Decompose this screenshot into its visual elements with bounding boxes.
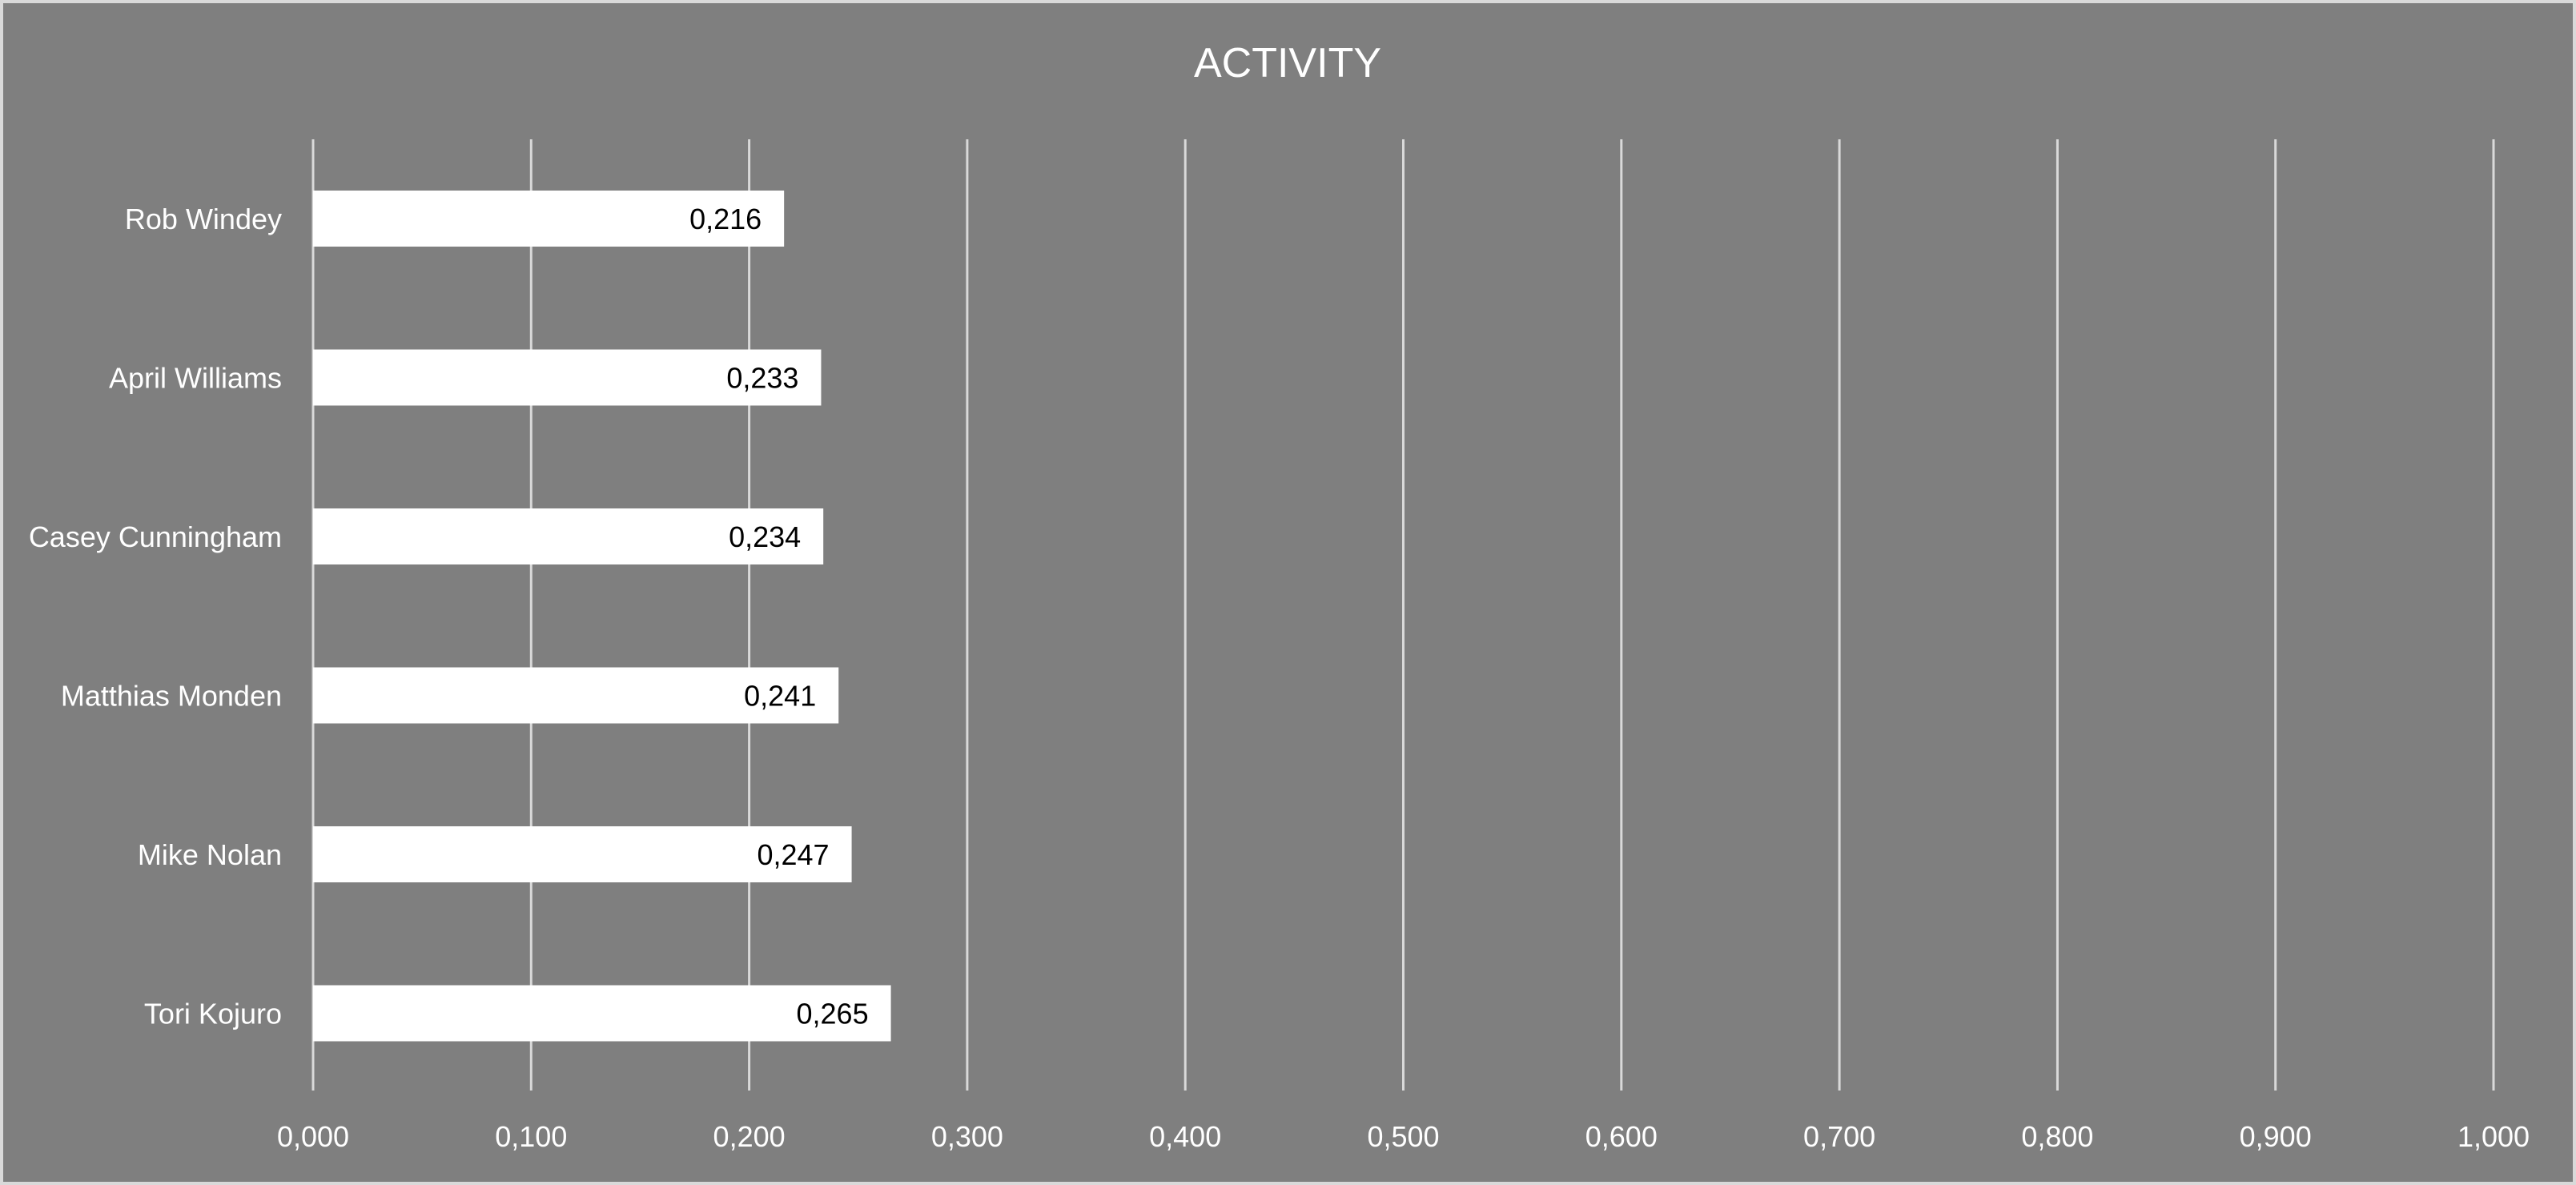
bar xyxy=(313,985,891,1042)
x-tick-label: 0,300 xyxy=(931,1120,1003,1153)
bar xyxy=(313,349,822,406)
data-label: 0,234 xyxy=(729,520,801,553)
bar xyxy=(313,826,852,882)
category-label: April Williams xyxy=(109,362,282,395)
x-tick-label: 0,200 xyxy=(713,1120,786,1153)
category-label: Matthias Monden xyxy=(61,680,282,713)
bar xyxy=(313,508,824,564)
x-tick-labels: 0,000 0,100 0,200 0,300 0,400 0,500 0,600 0,700… xyxy=(277,1120,2530,1153)
category-label: Rob Windey xyxy=(125,203,282,235)
category-label: Mike Nolan xyxy=(138,838,282,871)
bar xyxy=(313,667,839,724)
chart-title: ACTIVITY xyxy=(1194,40,1381,86)
data-label: 0,216 xyxy=(689,203,762,235)
x-tick-label: 0,600 xyxy=(1585,1120,1658,1153)
x-tick-label: 0,800 xyxy=(2021,1120,2093,1153)
category-label: Casey Cunningham xyxy=(29,520,282,553)
category-labels: Rob Windey April Williams Casey Cunningham… xyxy=(29,203,282,1030)
data-label: 0,233 xyxy=(726,362,798,395)
x-tick-label: 0,400 xyxy=(1149,1120,1221,1153)
data-label: 0,265 xyxy=(797,998,869,1030)
data-label: 0,241 xyxy=(744,680,816,713)
data-labels: 0,216 0,233 0,234 0,241 0,247 0,265 xyxy=(689,203,869,1030)
data-label: 0,247 xyxy=(757,838,829,871)
x-tick-label: 0,700 xyxy=(1803,1120,1875,1153)
bar xyxy=(313,191,785,247)
gridlines xyxy=(311,139,2495,1091)
bars xyxy=(313,191,891,1042)
x-tick-label: 0,000 xyxy=(277,1120,349,1153)
x-tick-label: 0,500 xyxy=(1367,1120,1439,1153)
x-tick-label: 0,900 xyxy=(2240,1120,2312,1153)
x-tick-label: 0,100 xyxy=(495,1120,567,1153)
x-tick-label: 1,000 xyxy=(2457,1120,2530,1153)
category-label: Tori Kojuro xyxy=(144,998,282,1030)
